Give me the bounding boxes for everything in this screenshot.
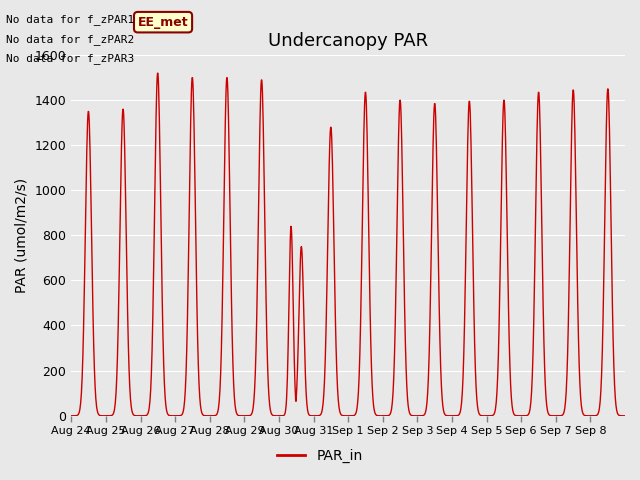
Text: EE_met: EE_met	[138, 16, 188, 29]
Text: No data for f_zPAR2: No data for f_zPAR2	[6, 34, 134, 45]
Text: No data for f_zPAR3: No data for f_zPAR3	[6, 53, 134, 64]
Legend: PAR_in: PAR_in	[272, 443, 368, 468]
Title: Undercanopy PAR: Undercanopy PAR	[268, 32, 428, 50]
Text: No data for f_zPAR1: No data for f_zPAR1	[6, 14, 134, 25]
Y-axis label: PAR (umol/m2/s): PAR (umol/m2/s)	[15, 178, 29, 293]
